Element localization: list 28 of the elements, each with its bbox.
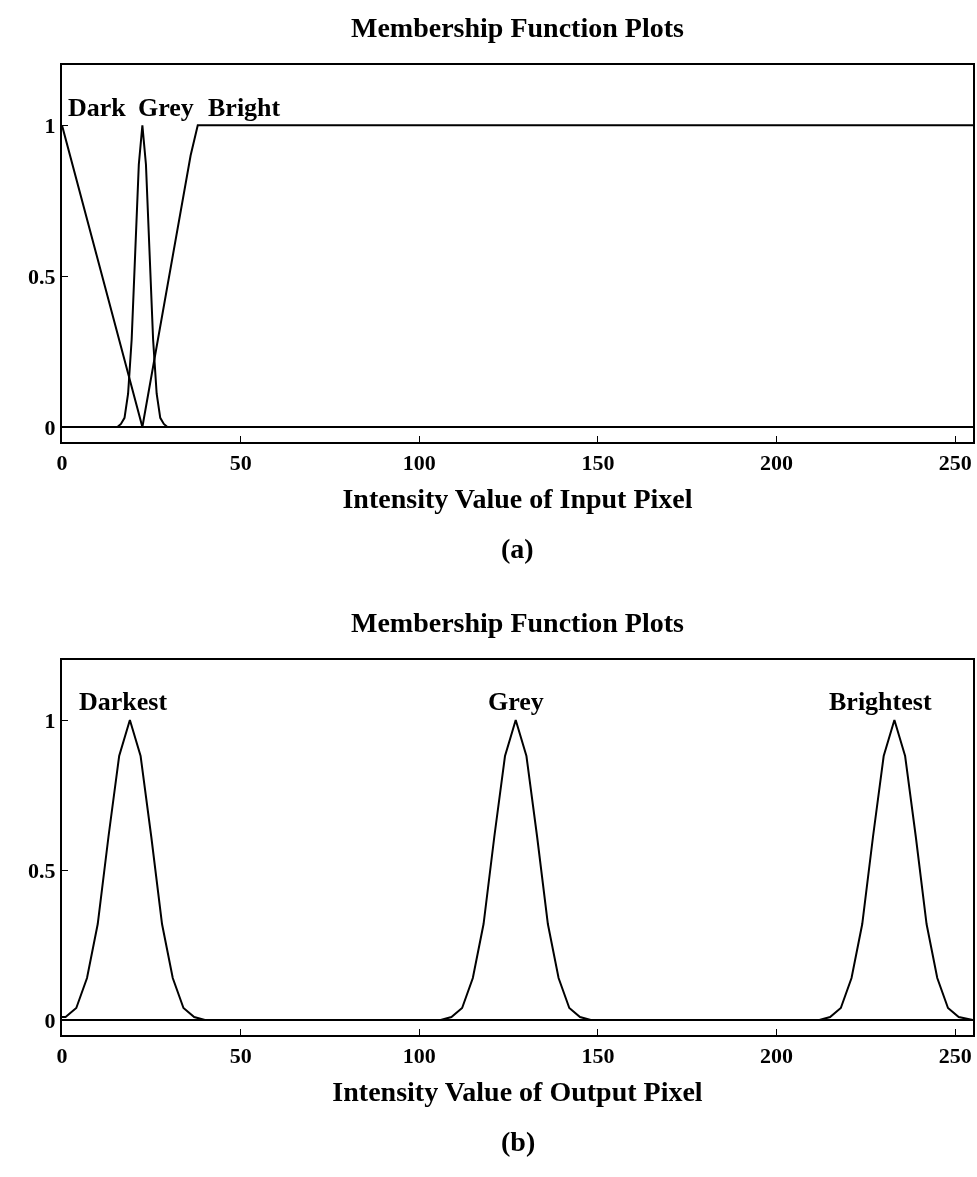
x-tick-label: 100 <box>402 1043 436 1069</box>
series-label: Dark <box>68 93 127 122</box>
text: (a) <box>501 533 534 564</box>
x-tick-label: 50 <box>229 450 252 476</box>
x-tick-label: 250 <box>938 450 972 476</box>
series-label: Bright <box>208 93 281 122</box>
x-tick-label: 100 <box>402 450 436 476</box>
series-label: Darkest <box>79 687 168 716</box>
y-tick-label: 0.5 <box>28 263 56 289</box>
chart-title: Membership Function Plots <box>351 12 684 43</box>
series-label: Brightest <box>829 687 932 716</box>
text: (b) <box>501 1126 536 1157</box>
x-tick-label: 200 <box>760 450 794 476</box>
x-tick-label: 150 <box>581 1043 615 1069</box>
y-tick-label: 1 <box>44 707 56 733</box>
x-tick-label: 150 <box>581 450 615 476</box>
x-tick-label: 50 <box>229 1043 252 1069</box>
x-tick-label: 250 <box>938 1043 972 1069</box>
y-tick-label: 0 <box>44 414 56 440</box>
x-axis-title: Intensity Value of Output Pixel <box>332 1076 703 1107</box>
y-tick-label: 0.5 <box>28 857 56 883</box>
series-label: Grey <box>488 687 544 716</box>
y-tick-label: 0 <box>44 1007 56 1033</box>
series-label: Grey <box>138 93 194 122</box>
x-tick-label: 200 <box>760 1043 794 1069</box>
chart-title: Membership Function Plots <box>351 607 684 638</box>
x-axis-title: Intensity Value of Input Pixel <box>342 483 693 514</box>
y-tick-label: 1 <box>44 113 56 139</box>
